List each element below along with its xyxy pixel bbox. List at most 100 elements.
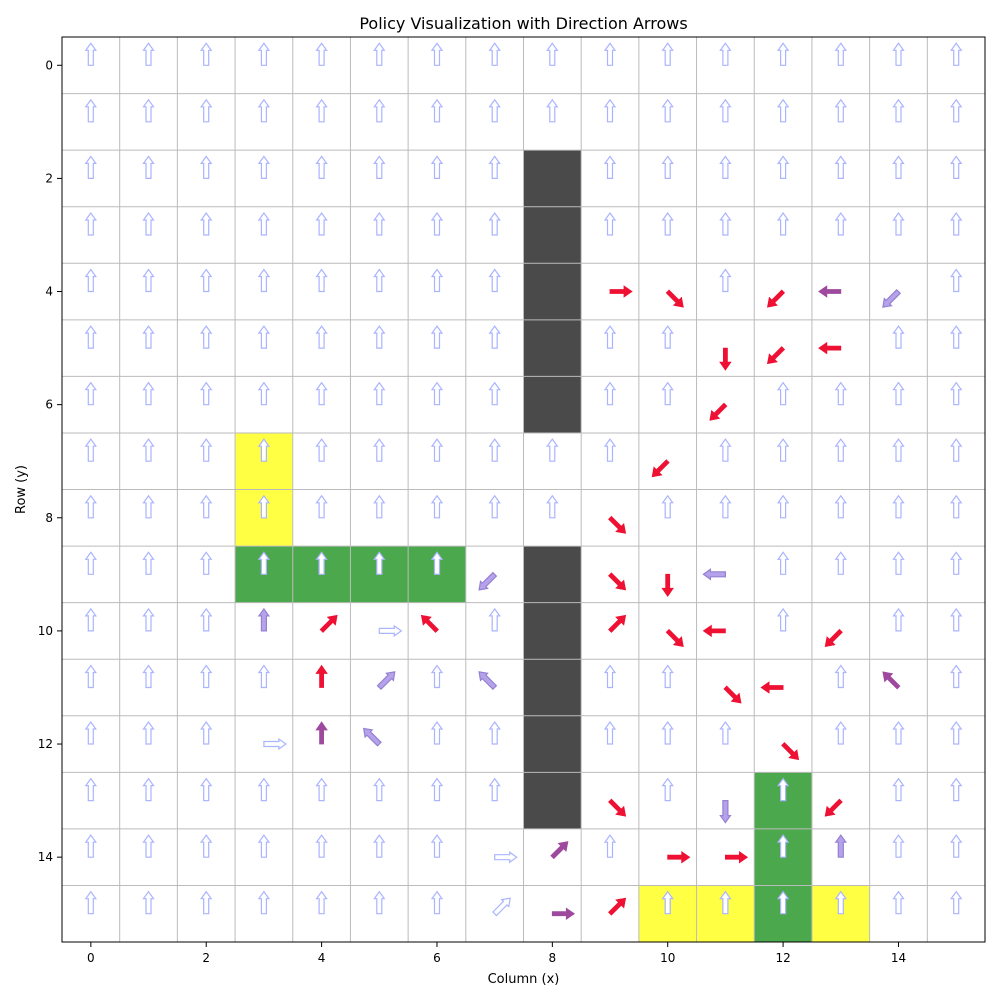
policy-arrow-up [603,720,617,745]
policy-arrow-up [373,98,386,123]
policy-arrow-up [315,325,328,349]
policy-arrow-up [315,268,328,293]
policy-arrow-up-right [376,671,396,691]
policy-arrow-up [84,42,97,66]
policy-arrow-up [257,777,271,802]
policy-arrow-up [950,211,963,236]
policy-arrow-down-left [882,288,902,308]
policy-arrow-up [776,494,790,519]
policy-arrow-up [546,438,559,462]
policy-arrow-down-left [824,628,843,648]
y-tick-label: 0 [45,58,53,72]
policy-arrow-up [776,438,790,462]
policy-arrow-up [200,438,213,462]
policy-arrow-up [84,834,97,858]
policy-arrow-up [546,98,559,123]
policy-arrow-up [200,211,213,236]
policy-arrow-up [892,607,905,632]
grid-layer [62,37,985,942]
chart-title: Policy Visualization with Direction Arro… [359,14,687,33]
x-tick-label: 4 [318,951,326,965]
policy-arrow-up [661,664,674,689]
policy-arrow-up [488,268,501,293]
policy-arrow-up [603,155,617,179]
policy-arrow-up [719,211,732,236]
policy-arrow-up [834,155,847,179]
policy-arrow-up [257,664,271,689]
obstacle-cell [523,376,582,433]
policy-arrow-up [950,42,963,66]
policy-arrow-up [719,98,732,123]
policy-arrow-up-left [478,671,498,691]
x-tick-label: 0 [87,951,95,965]
policy-arrow-up [257,155,271,179]
policy-arrow-up [430,42,444,66]
policy-arrow-up [661,720,674,745]
policy-arrow-right [263,737,287,751]
policy-arrow-up [603,325,617,349]
policy-arrow-down [719,799,732,824]
policy-arrow-up [430,664,444,689]
policy-arrow-right [494,851,518,864]
policy-arrow-up [200,777,213,802]
policy-arrow-up [892,720,905,745]
policy-arrow-up [430,890,444,915]
policy-arrow-up [950,607,963,632]
policy-arrow-down-right [665,289,684,308]
policy-arrow-up [892,381,905,406]
policy-arrow-up [142,42,155,66]
policy-arrow-up [892,42,905,66]
y-axis-label: Row (y) [14,465,29,514]
policy-arrow-up-right [608,614,627,633]
policy-arrow-down [719,347,732,371]
policy-arrow-up [373,155,386,179]
policy-arrow-up [315,494,328,519]
policy-arrow-up [373,42,386,66]
policy-arrow-up [661,325,674,349]
policy-arrow-up [200,834,213,858]
policy-arrow-up [257,211,271,236]
policy-arrow-up [142,720,155,745]
obstacle-cell [523,206,582,264]
policy-arrow-up [257,890,271,915]
policy-arrow-up [315,777,328,802]
policy-arrow-up [200,720,213,745]
policy-arrow-up [950,381,963,406]
policy-arrow-up [315,551,328,575]
policy-arrow-up [142,381,155,406]
policy-arrow-up [488,607,501,632]
policy-arrow-up [84,777,97,802]
policy-arrow-up [142,494,155,519]
policy-arrow-up [257,438,271,462]
policy-arrow-up [200,325,213,349]
policy-arrow-up [776,890,790,915]
policy-arrow-down-right [723,685,742,704]
ticks-layer: 0 2 4 6 8 10 12 14 0 2 4 6 8 10 12 14 [38,58,906,965]
policy-arrow-down [661,573,674,598]
policy-arrow-up [892,551,905,575]
policy-arrow-up [315,890,328,915]
plot-frame [61,36,986,943]
policy-arrow-up [430,551,444,575]
policy-arrow-up [834,438,847,462]
obstacle-cell [523,715,582,773]
policy-arrow-up [834,834,847,858]
policy-arrow-up [84,155,97,179]
policy-arrow-up [488,325,501,349]
policy-arrow-up [488,494,501,519]
policy-arrow-right [378,624,403,638]
policy-arrow-up [776,98,790,123]
policy-arrow-up [430,494,444,519]
policy-arrow-up [546,494,559,519]
policy-arrow-up [603,834,617,858]
policy-arrow-up [142,211,155,236]
policy-arrow-up [373,494,386,519]
policy-arrow-up [430,438,444,462]
policy-arrow-up [430,325,444,349]
policy-arrow-up [661,98,674,123]
policy-arrow-up-right [608,897,627,916]
policy-arrow-up [200,268,213,293]
policy-arrow-up [142,551,155,575]
policy-arrow-up [603,664,617,689]
obstacle-cell [523,659,582,716]
